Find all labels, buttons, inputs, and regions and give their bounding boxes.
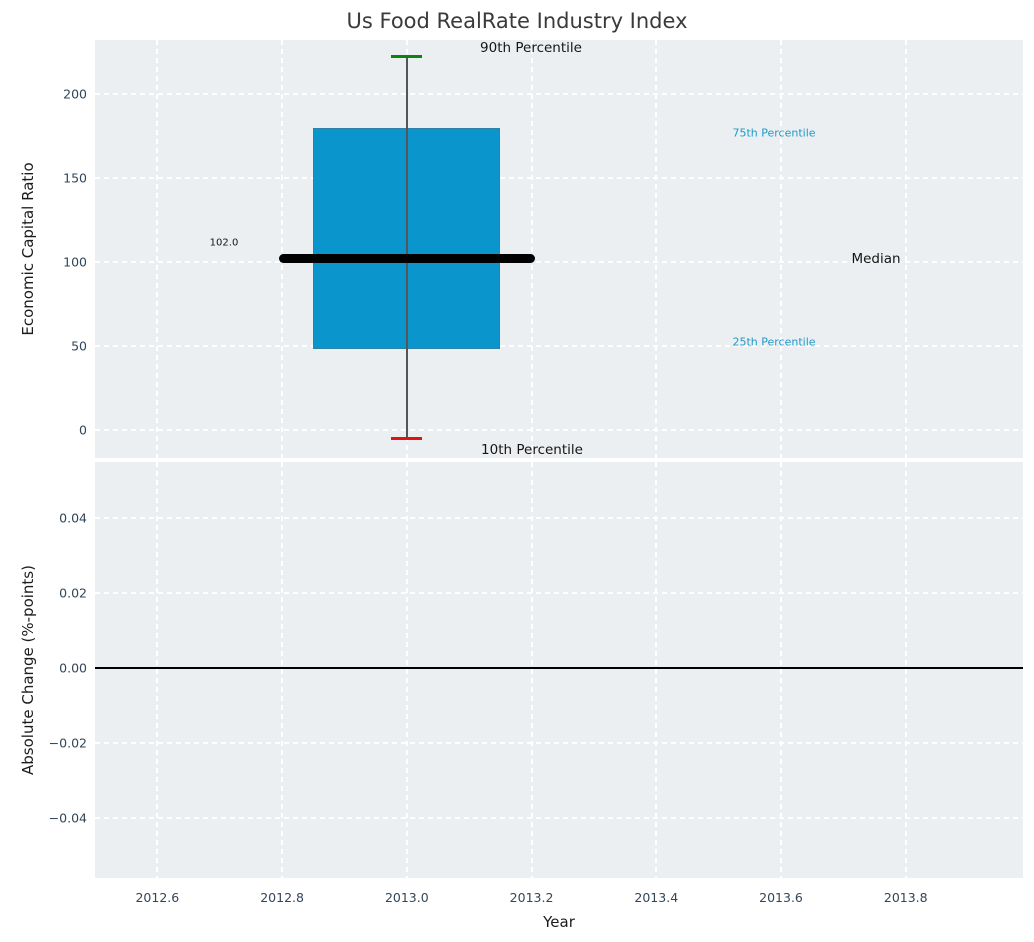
- annotation-25th-percentile: 25th Percentile: [732, 335, 816, 349]
- x-tick-label: 2013.8: [883, 890, 928, 905]
- whisker-cap-90th: [391, 55, 423, 59]
- gridline-horizontal: [95, 176, 1023, 179]
- annotation-90th-percentile: 90th Percentile: [480, 40, 582, 56]
- y-tick-label: −0.04: [48, 810, 87, 826]
- gridline-vertical: [530, 40, 533, 458]
- annotation-median-value: 102.0: [209, 237, 239, 249]
- gridline-vertical: [780, 40, 783, 458]
- gridline-vertical: [405, 462, 408, 878]
- annotation-median: Median: [851, 251, 901, 267]
- annotation-10th-percentile: 10th Percentile: [481, 442, 583, 458]
- gridline-horizontal: [95, 428, 1023, 431]
- gridline-horizontal: [95, 260, 1023, 263]
- y-tick-label: 0.00: [59, 660, 87, 676]
- y-axis-label-top: Economic Capital Ratio: [19, 162, 37, 336]
- gridline-vertical: [655, 40, 658, 458]
- y-tick-label: −0.02: [48, 735, 87, 751]
- gridline-horizontal: [95, 816, 1023, 819]
- x-axis-label: Year: [543, 913, 575, 931]
- x-tick-label: 2013.0: [384, 890, 429, 905]
- gridline-vertical: [904, 462, 907, 878]
- median-line: [278, 254, 535, 264]
- gridline-vertical: [281, 462, 284, 878]
- gridline-vertical: [655, 462, 658, 878]
- gridline-horizontal: [95, 516, 1023, 519]
- axes-economic-capital-ratio: [95, 40, 1023, 458]
- y-tick-label: 50: [71, 338, 87, 354]
- x-tick-label: 2013.4: [634, 890, 679, 905]
- gridline-horizontal: [95, 92, 1023, 95]
- x-tick-label: 2013.2: [509, 890, 554, 905]
- gridline-horizontal: [95, 591, 1023, 594]
- annotation-75th-percentile: 75th Percentile: [732, 126, 816, 140]
- gridline-vertical: [530, 462, 533, 878]
- y-tick-label: 0.04: [59, 510, 87, 526]
- chart-title: Us Food RealRate Industry Index: [346, 9, 688, 33]
- x-tick-label: 2012.6: [135, 890, 180, 905]
- y-tick-label: 150: [63, 170, 87, 186]
- y-tick-label: 100: [63, 254, 87, 270]
- axes-absolute-change: [95, 462, 1023, 878]
- gridline-vertical: [156, 462, 159, 878]
- x-tick-label: 2012.8: [260, 890, 304, 905]
- y-tick-label: 0.02: [59, 585, 87, 601]
- y-tick-label: 0: [79, 422, 87, 438]
- gridline-horizontal: [95, 741, 1023, 744]
- gridline-vertical: [281, 40, 284, 458]
- gridline-vertical: [904, 40, 907, 458]
- gridline-vertical: [780, 462, 783, 878]
- whisker-line: [406, 56, 408, 439]
- whisker-cap-10th: [391, 436, 423, 440]
- x-tick-label: 2013.6: [759, 890, 803, 905]
- gridline-vertical: [156, 40, 159, 458]
- gridline-horizontal: [95, 344, 1023, 347]
- zero-line: [95, 667, 1023, 669]
- y-tick-label: 200: [63, 86, 87, 102]
